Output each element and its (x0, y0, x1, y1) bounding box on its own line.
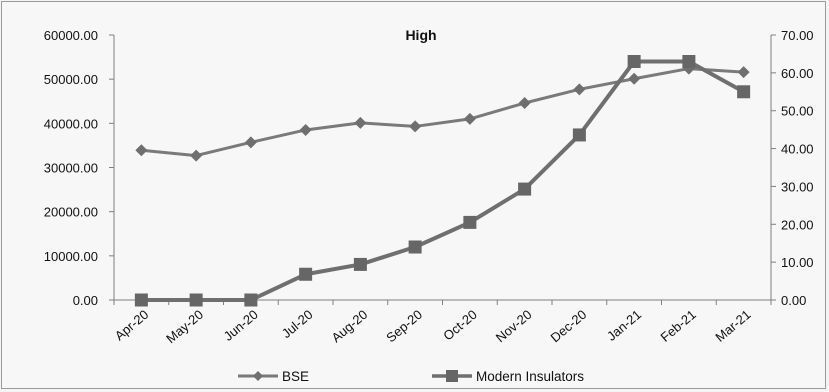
data-point-diamond (135, 144, 148, 157)
left-tick-label: 10000.00 (44, 249, 98, 264)
right-tick-label: 50.00 (781, 104, 814, 119)
data-point-square (572, 128, 586, 142)
legend-modern-marker (446, 370, 458, 382)
data-point-diamond (299, 123, 312, 136)
right-tick-label: 70.00 (781, 28, 814, 43)
data-point-diamond (518, 97, 531, 110)
left-tick-label: 50000.00 (44, 72, 98, 87)
right-tick-label: 30.00 (781, 179, 814, 194)
x-tick-label: Mar-21 (712, 307, 753, 345)
legend-bse-marker (253, 371, 263, 381)
chart-title: High (405, 27, 436, 43)
data-point-square (299, 267, 313, 281)
x-tick-label: Jul-20 (279, 307, 316, 341)
series-line (141, 59, 745, 302)
right-tick-label: 20.00 (781, 217, 814, 232)
series-modern-insulators (134, 55, 751, 307)
right-axis-ticks: 0.00 10.00 20.00 30.00 40.00 50.00 60.00 70.00 (771, 28, 814, 308)
data-point-square (737, 85, 751, 99)
x-tick-label: Sep-20 (383, 307, 425, 345)
x-tick-label: Apr-20 (112, 307, 152, 344)
data-point-square (627, 55, 641, 68)
right-tick-label: 40.00 (781, 142, 814, 157)
x-tick-label: Feb-21 (658, 307, 699, 345)
left-tick-label: 30000.00 (44, 161, 98, 176)
data-point-diamond (573, 83, 586, 96)
data-point-square (682, 55, 696, 68)
x-tick-label: Jun-20 (221, 307, 261, 344)
data-point-square (189, 293, 203, 307)
left-tick-label: 40000.00 (44, 116, 98, 131)
data-point-square (518, 182, 532, 196)
data-point-diamond (244, 136, 257, 149)
left-tick-label: 60000.00 (44, 28, 98, 43)
right-tick-label: 0.00 (781, 293, 806, 308)
x-tick-label: Aug-20 (329, 307, 371, 345)
series-line (141, 67, 744, 158)
data-point-square (463, 215, 477, 229)
data-point-square (353, 257, 367, 271)
x-tick-label: Dec-20 (548, 307, 590, 345)
left-tick-label: 0.00 (73, 293, 98, 308)
data-point-diamond (463, 112, 476, 125)
left-tick-label: 20000.00 (44, 205, 98, 220)
x-axis-ticks: Apr-20 May-20 Jun-20 Jul-20 Aug-20 Sep-20 Oct-… (112, 300, 772, 346)
data-point-diamond (354, 116, 367, 129)
axes (113, 35, 772, 301)
data-point-diamond (628, 72, 641, 85)
left-axis-ticks: 0.00 10000.00 20000.00 30000.00 40000.00 5000… (44, 28, 114, 308)
data-point-diamond (409, 120, 422, 133)
data-point-square (134, 293, 148, 307)
legend-modern-label: Modern Insulators (476, 369, 584, 384)
x-tick-label: Oct-20 (440, 307, 480, 344)
data-point-diamond (190, 149, 203, 162)
x-tick-label: May-20 (163, 307, 206, 346)
right-tick-label: 60.00 (781, 66, 814, 81)
series-layer (134, 55, 751, 307)
legend-bse-label: BSE (282, 369, 309, 384)
right-tick-label: 10.00 (781, 255, 814, 270)
x-tick-label: Nov-20 (493, 307, 535, 345)
series-bse (135, 62, 750, 162)
data-point-square (408, 240, 422, 254)
data-point-diamond (737, 66, 750, 79)
data-point-square (244, 293, 258, 307)
x-tick-label: Jan-21 (604, 307, 644, 344)
legend: BSE Modern Insulators (238, 369, 584, 384)
